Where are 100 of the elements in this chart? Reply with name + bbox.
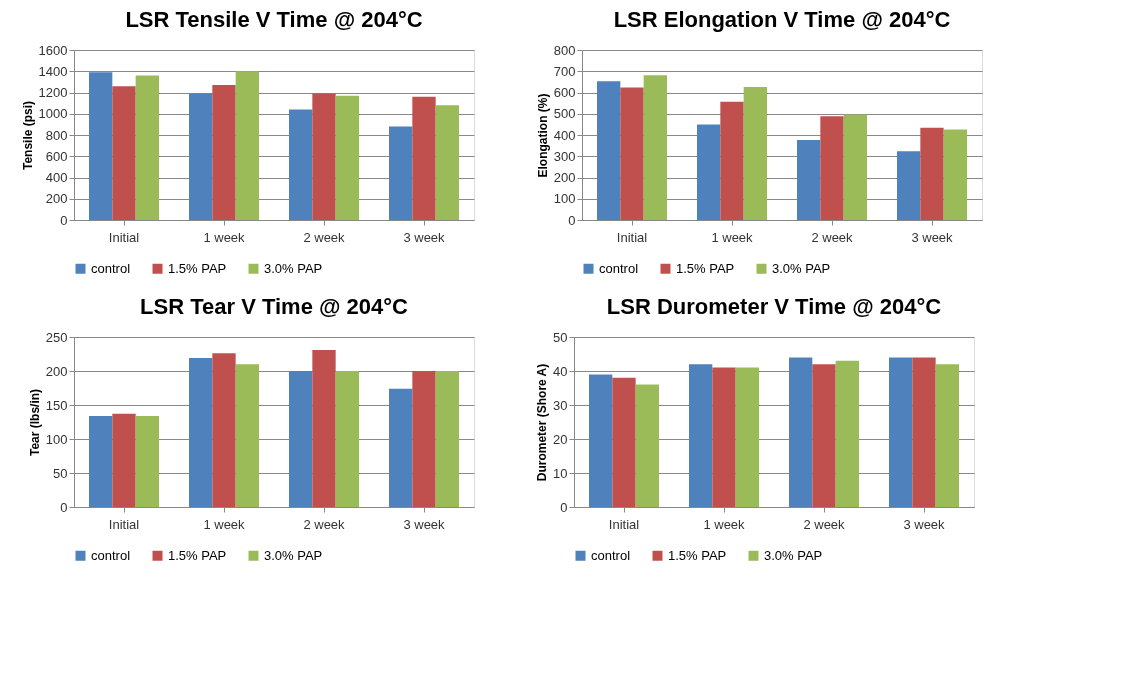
y-tick-label: 200 <box>45 191 68 207</box>
bar <box>943 129 967 220</box>
y-tick-label: 800 <box>553 42 576 58</box>
legend-label: 1.5% PAP <box>676 260 735 276</box>
y-axis-title: Elongation (%) <box>535 93 550 178</box>
y-tick-label: 50 <box>553 329 568 345</box>
bar <box>89 72 113 220</box>
y-tick-label: 1000 <box>38 106 68 122</box>
y-tick-label: 100 <box>553 191 576 207</box>
legend-label: 1.5% PAP <box>168 260 227 276</box>
bar <box>697 124 721 220</box>
x-tick-label: Initial <box>108 229 140 245</box>
bar <box>712 367 736 507</box>
bar <box>735 367 759 507</box>
bar <box>635 384 659 507</box>
legend-label: 1.5% PAP <box>668 547 727 563</box>
bar <box>643 75 667 220</box>
y-tick-label: 400 <box>553 127 576 143</box>
bar <box>935 364 959 507</box>
legend-label: 3.0% PAP <box>764 547 823 563</box>
bar <box>789 357 813 507</box>
y-tick-label: 0 <box>560 499 568 515</box>
y-tick-label: 1200 <box>38 85 68 100</box>
bar <box>835 360 859 507</box>
bar <box>435 105 459 220</box>
y-axis-title: Durometer (Shore A) <box>535 363 550 482</box>
bar <box>389 388 413 507</box>
chart-title: LSR Elongation V Time @ 204°C <box>613 7 951 32</box>
y-tick-label: 100 <box>45 431 68 447</box>
bar <box>189 93 213 220</box>
bar <box>335 371 359 507</box>
y-tick-label: 40 <box>553 363 568 379</box>
bar <box>912 357 936 507</box>
bar <box>743 86 767 220</box>
x-tick-label: 1 week <box>203 229 246 245</box>
x-tick-label: Initial <box>108 516 140 532</box>
y-tick-label: 0 <box>60 212 68 228</box>
bar <box>843 114 867 220</box>
bar <box>212 353 236 507</box>
x-tick-label: Initial <box>608 516 640 532</box>
bar <box>920 127 944 220</box>
bar <box>620 87 644 220</box>
y-axis-title: Tear (lbs/in) <box>27 388 42 457</box>
y-tick-label: 0 <box>568 212 576 228</box>
bar <box>435 371 459 507</box>
legend-label: control <box>91 547 131 563</box>
bar <box>189 358 213 507</box>
y-tick-label: 10 <box>553 465 568 481</box>
y-tick-label: 300 <box>553 148 576 164</box>
x-tick-label: 1 week <box>203 516 246 532</box>
bar <box>412 371 436 507</box>
x-tick-label: 3 week <box>403 229 446 245</box>
bar <box>689 364 713 507</box>
legend-label: control <box>91 260 131 276</box>
bar <box>797 140 821 220</box>
bar <box>597 81 621 220</box>
y-tick-label: 800 <box>45 127 68 143</box>
bar <box>112 413 136 507</box>
bar <box>389 126 413 220</box>
bar <box>235 71 259 220</box>
x-tick-label: 3 week <box>911 229 954 245</box>
chart-title: LSR Tensile V Time @ 204°C <box>125 7 423 32</box>
x-tick-label: 1 week <box>711 229 754 245</box>
legend-label: control <box>599 260 639 276</box>
y-tick-label: 700 <box>553 63 576 79</box>
x-tick-label: 1 week <box>703 516 746 532</box>
bar <box>235 364 259 507</box>
y-tick-label: 50 <box>53 465 68 481</box>
legend-label: 3.0% PAP <box>772 260 831 276</box>
bar <box>89 415 113 507</box>
x-tick-label: 2 week <box>811 229 854 245</box>
bar <box>312 349 336 507</box>
legend-label: control <box>591 547 631 563</box>
chart-title: LSR Durometer V Time @ 204°C <box>606 294 942 319</box>
bar <box>289 371 313 507</box>
bar <box>412 96 436 220</box>
y-axis-title: Tensile (psi) <box>20 100 35 171</box>
bar <box>289 109 313 220</box>
y-tick-label: 1600 <box>38 42 68 58</box>
y-tick-label: 200 <box>45 363 68 379</box>
y-tick-label: 250 <box>45 329 68 345</box>
bar <box>112 86 136 220</box>
legend-label: 1.5% PAP <box>168 547 227 563</box>
y-tick-label: 400 <box>45 170 68 185</box>
y-tick-label: 200 <box>553 170 576 185</box>
x-tick-label: 2 week <box>803 516 846 532</box>
bar <box>312 93 336 220</box>
legend-label: 3.0% PAP <box>264 547 323 563</box>
x-tick-label: 3 week <box>403 516 446 532</box>
bar <box>897 151 921 220</box>
legend-label: 3.0% PAP <box>264 260 323 276</box>
bar <box>212 85 236 220</box>
x-tick-label: 2 week <box>303 229 346 245</box>
bar <box>812 364 836 507</box>
y-tick-label: 600 <box>45 148 68 164</box>
y-tick-label: 30 <box>553 397 568 413</box>
y-tick-label: 150 <box>45 397 68 413</box>
bar <box>135 75 159 220</box>
bar <box>889 357 913 507</box>
x-tick-label: 2 week <box>303 516 346 532</box>
